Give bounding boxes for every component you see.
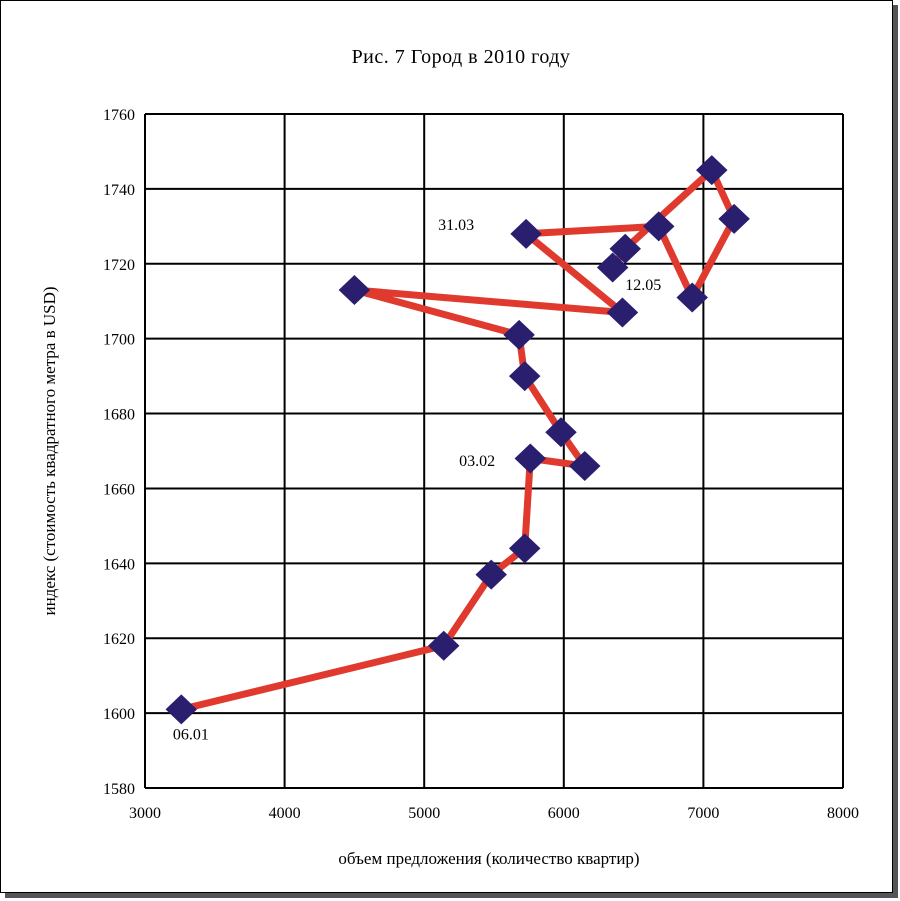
data-point-marker [718, 203, 750, 234]
data-point-marker [503, 319, 535, 350]
data-point-marker [508, 533, 541, 564]
data-point-marker [568, 450, 601, 481]
y-tick-label: 1620 [103, 631, 135, 648]
point-annotation: 03.02 [459, 453, 495, 470]
x-tick-label: 3000 [129, 805, 161, 822]
point-annotation: 06.01 [173, 726, 209, 743]
data-point-marker [510, 218, 542, 249]
chart-title: Рис. 7 Город в 2010 году [352, 46, 571, 68]
series-group [165, 155, 750, 725]
y-tick-label: 1640 [103, 556, 135, 573]
point-annotation: 12.05 [625, 277, 661, 294]
y-tick-label: 1680 [103, 407, 135, 424]
data-point-marker [606, 297, 639, 328]
x-tick-label: 8000 [827, 805, 859, 822]
x-tick-label: 6000 [548, 805, 580, 822]
data-point-marker [609, 233, 641, 264]
data-point-marker [427, 630, 460, 661]
y-tick-labels: 1580 1600 1620 1640 1660 1680 1700 1720 1740 1760 [103, 107, 135, 798]
x-tick-label: 7000 [687, 805, 719, 822]
y-axis-label: индекс (стоимость квадратного метра в US… [40, 286, 59, 615]
data-point-marker [596, 252, 629, 283]
y-tick-label: 1760 [103, 107, 135, 124]
data-point-marker [514, 443, 547, 474]
y-tick-label: 1660 [103, 481, 135, 498]
y-tick-label: 1700 [103, 332, 135, 349]
y-tick-label: 1720 [103, 257, 135, 274]
x-tick-label: 4000 [269, 805, 301, 822]
data-point-marker [676, 282, 708, 313]
data-point-marker [508, 361, 541, 392]
y-tick-label: 1600 [103, 706, 135, 723]
grid [144, 113, 844, 789]
data-point-marker [475, 559, 507, 590]
data-point-marker [642, 211, 675, 242]
data-point-marker [545, 417, 577, 448]
x-tick-labels: 3000 4000 5000 6000 7000 8000 [129, 805, 859, 822]
annotations: 06.01 03.02 31.03 12.05 [173, 217, 661, 743]
y-tick-label: 1580 [103, 781, 135, 798]
data-point-marker [165, 694, 198, 725]
data-point-marker [696, 155, 728, 186]
x-tick-label: 5000 [408, 805, 440, 822]
series-line [177, 166, 738, 713]
data-point-marker [338, 274, 371, 305]
x-axis-label: объем предложения (количество квартир) [338, 849, 639, 868]
y-tick-label: 1740 [103, 182, 135, 199]
point-annotation: 31.03 [438, 217, 474, 234]
